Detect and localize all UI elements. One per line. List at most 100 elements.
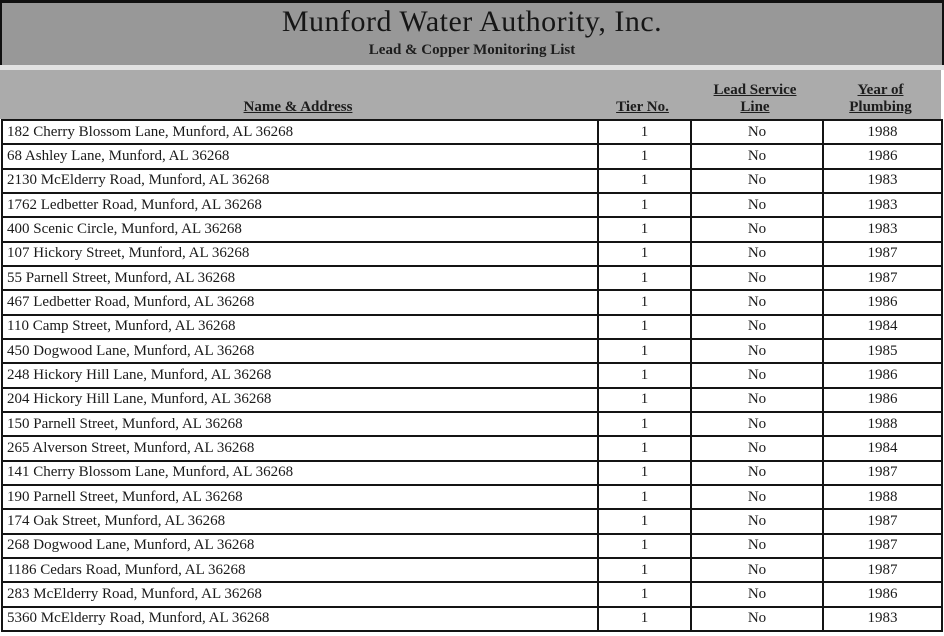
address-cell: 204 Hickory Hill Lane, Munford, AL 36268 (1, 386, 599, 413)
lead-service-cell: No (690, 191, 824, 219)
table-row: 450 Dogwood Lane, Munford, AL 36268 1 No 19… (1, 337, 943, 365)
table-row: 2130 McElderry Road, Munford, AL 36268 1 N… (1, 167, 943, 194)
address-cell: 400 Scenic Circle, Munford, AL 36268 (1, 216, 599, 243)
table-row: 1186 Cedars Road, Munford, AL 36268 1 No 19… (1, 556, 943, 584)
year-cell: 1987 (822, 264, 943, 292)
year-cell: 1986 (822, 143, 943, 170)
table-row: 248 Hickory Hill Lane, Munford, AL 36268… (1, 362, 943, 389)
tier-cell: 1 (597, 143, 692, 170)
lead-service-cell: No (690, 289, 824, 316)
lead-service-cell: No (690, 264, 824, 292)
lead-service-cell: No (690, 532, 824, 559)
tier-cell: 1 (597, 435, 692, 462)
tier-cell: 1 (597, 532, 692, 559)
year-cell: 1987 (822, 556, 943, 584)
tier-cell: 1 (597, 459, 692, 486)
year-cell: 1984 (822, 313, 943, 340)
lead-service-cell: No (690, 167, 824, 194)
lead-service-cell: No (690, 459, 824, 486)
year-cell: 1985 (822, 337, 943, 365)
tier-cell: 1 (597, 605, 692, 633)
lead-service-cell: No (690, 410, 824, 438)
tier-cell: 1 (597, 313, 692, 340)
year-cell: 1987 (822, 240, 943, 267)
year-cell: 1988 (822, 410, 943, 438)
address-cell: 1186 Cedars Road, Munford, AL 36268 (1, 556, 599, 584)
tier-cell: 1 (597, 362, 692, 389)
lead-service-cell: No (690, 216, 824, 243)
lead-service-cell: No (690, 362, 824, 389)
table-row: 110 Camp Street, Munford, AL 36268 1 No 198… (1, 313, 943, 340)
table-row: 174 Oak Street, Munford, AL 36268 1 No 1987 (1, 508, 943, 535)
address-cell: 150 Parnell Street, Munford, AL 36268 (1, 410, 599, 438)
tier-cell: 1 (597, 216, 692, 243)
lead-service-cell: No (690, 581, 824, 608)
band-separator (0, 65, 944, 70)
year-cell: 1986 (822, 362, 943, 389)
address-cell: 467 Ledbetter Road, Munford, AL 36268 (1, 289, 599, 316)
tier-cell: 1 (597, 410, 692, 438)
table-row: 68 Ashley Lane, Munford, AL 36268 1 No 1986 (1, 143, 943, 170)
table-row: 467 Ledbetter Road, Munford, AL 36268 1 No… (1, 289, 943, 316)
document-title: Munford Water Authority, Inc. (281, 5, 663, 38)
table-row: 190 Parnell Street, Munford, AL 36268 1 No… (1, 483, 943, 511)
address-cell: 55 Parnell Street, Munford, AL 36268 (1, 264, 599, 292)
lead-service-cell: No (690, 435, 824, 462)
year-cell: 1983 (822, 216, 943, 243)
address-cell: 1762 Ledbetter Road, Munford, AL 36268 (1, 191, 599, 219)
table-row: 400 Scenic Circle, Munford, AL 36268 1 No 1… (1, 216, 943, 243)
year-cell: 1987 (822, 508, 943, 535)
year-cell: 1983 (822, 191, 943, 219)
document-subtitle: Lead & Copper Monitoring List (368, 42, 576, 58)
address-cell: 190 Parnell Street, Munford, AL 36268 (1, 483, 599, 511)
table-container: 182 Cherry Blossom Lane, Munford, AL 362… (1, 118, 943, 633)
year-cell: 1983 (822, 167, 943, 194)
tier-cell: 1 (597, 118, 692, 146)
address-cell: 141 Cherry Blossom Lane, Munford, AL 362… (1, 459, 599, 486)
address-cell: 110 Camp Street, Munford, AL 36268 (1, 313, 599, 340)
table-row: 55 Parnell Street, Munford, AL 36268 1 No 1… (1, 264, 943, 292)
year-cell: 1987 (822, 459, 943, 486)
tier-cell: 1 (597, 508, 692, 535)
address-cell: 182 Cherry Blossom Lane, Munford, AL 362… (1, 118, 599, 146)
address-cell: 450 Dogwood Lane, Munford, AL 36268 (1, 337, 599, 365)
address-cell: 248 Hickory Hill Lane, Munford, AL 36268 (1, 362, 599, 389)
tier-cell: 1 (597, 556, 692, 584)
year-cell: 1983 (822, 605, 943, 633)
table-row: 204 Hickory Hill Lane, Munford, AL 36268… (1, 386, 943, 413)
lead-service-cell: No (690, 508, 824, 535)
address-cell: 68 Ashley Lane, Munford, AL 36268 (1, 143, 599, 170)
address-cell: 268 Dogwood Lane, Munford, AL 36268 (1, 532, 599, 559)
tier-cell: 1 (597, 167, 692, 194)
address-cell: 107 Hickory Street, Munford, AL 36268 (1, 240, 599, 267)
year-cell: 1986 (822, 289, 943, 316)
year-cell: 1988 (822, 483, 943, 511)
year-cell: 1984 (822, 435, 943, 462)
lead-service-cell: No (690, 483, 824, 511)
column-header-year-of-plumbing: Year of Plumbing (849, 82, 912, 115)
address-cell: 174 Oak Street, Munford, AL 36268 (1, 508, 599, 535)
lead-service-cell: No (690, 605, 824, 633)
column-header-lead-service-line: Lead Service Line (713, 82, 797, 115)
address-cell: 5360 McElderry Road, Munford, AL 36268 (1, 605, 599, 633)
table-row: 107 Hickory Street, Munford, AL 36268 1 No… (1, 240, 943, 267)
year-cell: 1987 (822, 532, 943, 559)
lead-service-cell: No (690, 118, 824, 146)
tier-cell: 1 (597, 191, 692, 219)
table-row: 141 Cherry Blossom Lane, Munford, AL 362… (1, 459, 943, 486)
year-cell: 1986 (822, 386, 943, 413)
column-header-row: Name & Address Tier No. Lead Service Lin… (0, 70, 941, 119)
year-cell: 1986 (822, 581, 943, 608)
lead-service-cell: No (690, 386, 824, 413)
title-band: Munford Water Authority, Inc. Lead & Cop… (0, 0, 944, 65)
address-cell: 2130 McElderry Road, Munford, AL 36268 (1, 167, 599, 194)
lead-service-cell: No (690, 337, 824, 365)
monitoring-table: 182 Cherry Blossom Lane, Munford, AL 362… (1, 118, 943, 633)
tier-cell: 1 (597, 240, 692, 267)
table-row: 150 Parnell Street, Munford, AL 36268 1 No… (1, 410, 943, 438)
table-row: 182 Cherry Blossom Lane, Munford, AL 362… (1, 118, 943, 146)
lead-service-cell: No (690, 240, 824, 267)
table-row: 283 McElderry Road, Munford, AL 36268 1 No… (1, 581, 943, 608)
address-cell: 265 Alverson Street, Munford, AL 36268 (1, 435, 599, 462)
